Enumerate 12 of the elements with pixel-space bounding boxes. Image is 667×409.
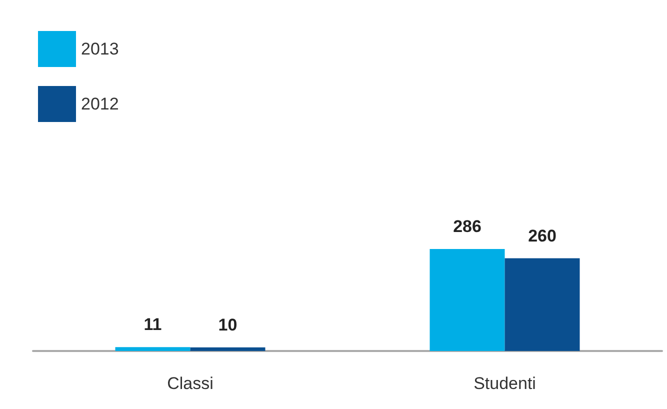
data-label: 11 xyxy=(144,315,162,334)
legend-label: 2013 xyxy=(81,40,119,58)
legend-label: 2012 xyxy=(81,94,119,114)
data-label: 260 xyxy=(528,226,556,246)
bar xyxy=(115,347,190,351)
x-tick-label: Classi xyxy=(167,374,214,393)
bar xyxy=(190,347,266,351)
x-tick-label: Studenti xyxy=(474,374,536,393)
bar xyxy=(430,249,505,351)
data-label: 286 xyxy=(453,217,482,236)
bar xyxy=(504,258,580,351)
data-label: 10 xyxy=(218,315,238,334)
